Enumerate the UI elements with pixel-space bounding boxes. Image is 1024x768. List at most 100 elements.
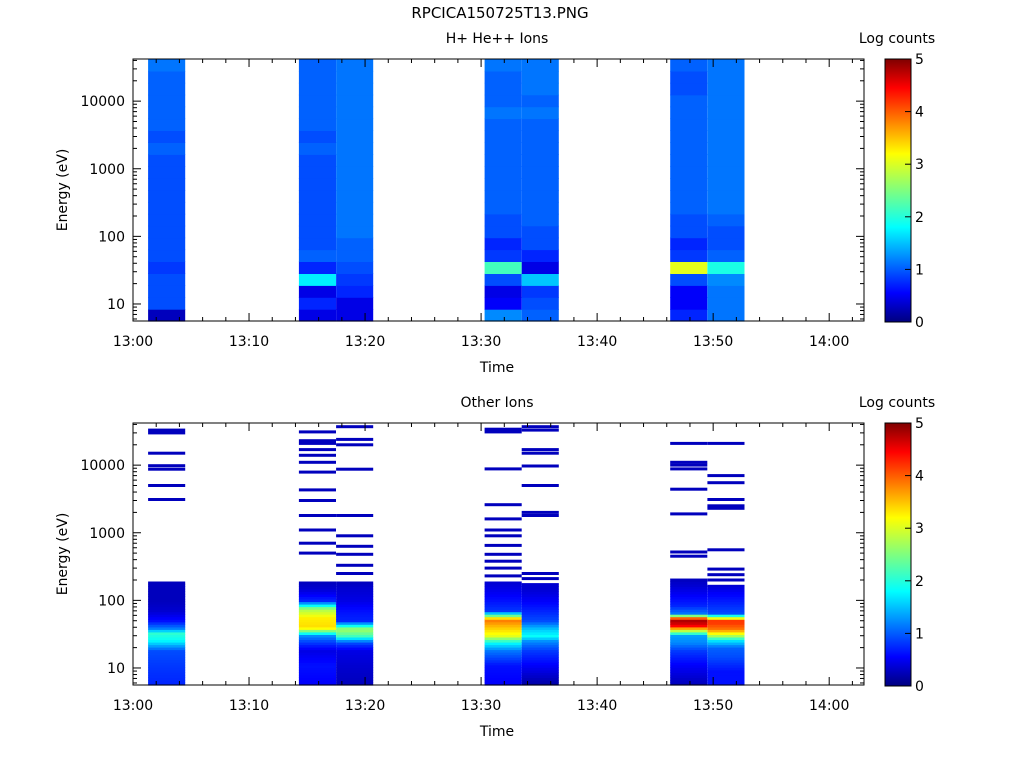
y-tick-label: 10 — [107, 661, 125, 677]
heatmap-cell — [521, 154, 559, 167]
heatmap-cell — [298, 588, 336, 592]
heatmap-cell — [336, 572, 374, 575]
heatmap-cell — [298, 611, 336, 615]
heatmap-cell — [148, 672, 186, 676]
panel-other-ions: Other Ions 13:00 13:10 13:20 13:30 13:40 13:5… — [55, 395, 935, 740]
heatmap-cell — [707, 94, 745, 108]
x-axis-label: Time — [479, 724, 514, 740]
heatmap-cell — [707, 297, 745, 310]
heatmap-cell — [521, 586, 559, 590]
heatmap-cell — [707, 273, 745, 286]
heatmap-cell — [521, 664, 559, 668]
heatmap-cell — [336, 309, 374, 322]
heatmap-cell — [298, 596, 336, 600]
colorbar — [884, 422, 912, 687]
heatmap-cell — [148, 674, 186, 678]
heatmap-cell — [298, 601, 336, 605]
heatmap-cell — [298, 541, 336, 545]
heatmap-cell — [707, 649, 745, 653]
heatmap-cell — [298, 672, 336, 676]
heatmap-cell — [521, 654, 559, 658]
heatmap-cell — [670, 636, 708, 640]
heatmap-cell — [336, 642, 374, 646]
heatmap-cell — [336, 70, 374, 84]
heatmap-cell — [336, 616, 374, 620]
heatmap-cell — [707, 285, 745, 298]
heatmap-cell — [484, 657, 522, 661]
heatmap-cell — [336, 611, 374, 615]
heatmap-cell — [521, 636, 559, 640]
heatmap-cell — [707, 601, 745, 605]
heatmap-cell — [484, 631, 522, 635]
heatmap-cell — [707, 647, 745, 651]
heatmap-cell — [484, 142, 522, 155]
heatmap-cell — [670, 237, 708, 251]
heatmap-cell — [148, 679, 186, 683]
heatmap-cell — [484, 677, 522, 681]
heatmap-cell — [521, 626, 559, 630]
heatmap-cell — [148, 596, 186, 600]
heatmap-cell — [670, 106, 708, 120]
heatmap-cell — [336, 629, 374, 633]
heatmap-cell — [707, 578, 745, 582]
heatmap-cell — [336, 619, 374, 623]
heatmap-cell — [336, 621, 374, 625]
heatmap-cell — [484, 624, 522, 628]
heatmap-cell — [336, 581, 374, 585]
heatmap-cell — [148, 629, 186, 633]
heatmap-cell — [298, 59, 336, 72]
heatmap-cell — [148, 261, 186, 274]
heatmap-cell — [148, 636, 186, 640]
heatmap-cell — [148, 601, 186, 605]
heatmap-cell — [148, 657, 186, 661]
heatmap-cell — [336, 544, 374, 548]
panel-title: H+ He++ Ions — [446, 31, 549, 47]
heatmap-cell — [670, 487, 708, 491]
panel-title: Other Ions — [460, 395, 533, 411]
heatmap-cell — [484, 94, 522, 108]
heatmap-cell — [521, 249, 559, 262]
heatmap-cell — [707, 591, 745, 595]
heatmap-cell — [336, 601, 374, 605]
heatmap-cell — [484, 599, 522, 603]
heatmap-cell — [670, 166, 708, 179]
heatmap-cell — [148, 616, 186, 620]
colorbar-tick-label: 3 — [915, 521, 924, 537]
x-tick-label: 14:00 — [809, 698, 849, 714]
heatmap-cell — [484, 593, 522, 597]
heatmap-cell — [670, 629, 708, 633]
heatmap-cell — [298, 190, 336, 203]
heatmap-cell — [521, 118, 559, 131]
heatmap-cell — [336, 679, 374, 683]
heatmap-cell — [670, 654, 708, 658]
heatmap-cell — [521, 649, 559, 653]
heatmap-cell — [521, 629, 559, 633]
y-axis-label: Energy (eV) — [55, 513, 71, 596]
heatmap-cell — [298, 106, 336, 120]
heatmap-cell — [484, 581, 522, 585]
heatmap-cell — [484, 190, 522, 203]
heatmap-cell — [148, 621, 186, 625]
heatmap-cell — [484, 636, 522, 640]
heatmap-cell — [707, 573, 745, 577]
heatmap-cell — [484, 654, 522, 658]
heatmap-cell — [707, 636, 745, 640]
heatmap-cell — [298, 528, 336, 532]
heatmap-cell — [670, 624, 708, 628]
heatmap-cell — [484, 201, 522, 215]
heatmap-cell — [521, 631, 559, 635]
heatmap-cell — [521, 606, 559, 610]
heatmap-cell — [336, 677, 374, 681]
heatmap-cell — [484, 596, 522, 600]
heatmap-cell — [298, 439, 336, 443]
heatmap-cell — [670, 225, 708, 239]
heatmap-cell — [670, 677, 708, 681]
heatmap-cell — [670, 285, 708, 298]
heatmap-cell — [148, 593, 186, 597]
heatmap-cell — [707, 614, 745, 618]
heatmap-cell — [707, 249, 745, 262]
x-tick-label: 13:50 — [693, 698, 733, 714]
heatmap-cell — [298, 460, 336, 464]
heatmap-cell — [148, 130, 186, 143]
heatmap-cell — [298, 441, 336, 445]
